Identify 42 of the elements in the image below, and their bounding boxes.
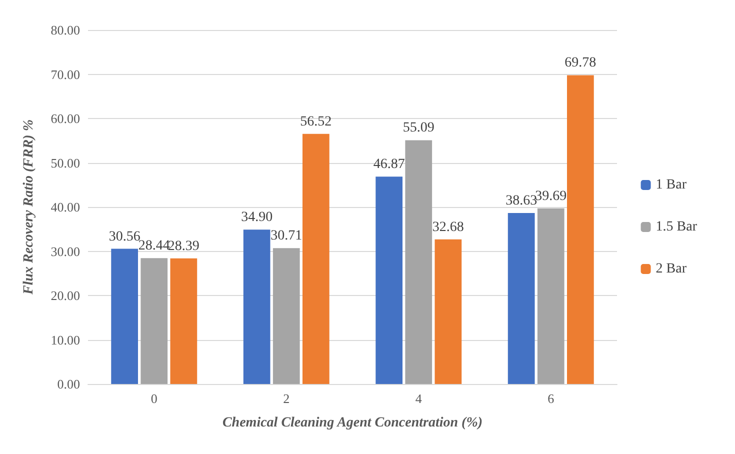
- y-tick-label: 80.00: [50, 22, 80, 38]
- y-tick-label: 70.00: [50, 66, 80, 82]
- data-label: 28.44: [138, 238, 170, 254]
- data-label: 46.87: [373, 157, 405, 172]
- bar: [508, 213, 535, 384]
- y-tick-label: 50.00: [50, 155, 80, 170]
- x-tick-label: 4: [415, 391, 422, 406]
- legend-label: 1 Bar: [656, 178, 687, 192]
- bar: [376, 176, 403, 384]
- bar: [566, 75, 594, 384]
- y-tick-label: 20.00: [50, 288, 80, 303]
- bar: [537, 208, 564, 384]
- y-axis-title: Flux Recovery Ratio (FRR) %: [22, 120, 36, 296]
- y-tick-label: 0.00: [57, 376, 80, 392]
- data-label: 32.68: [432, 220, 464, 235]
- bar: [111, 248, 138, 384]
- legend-label: 2 Bar: [656, 262, 687, 276]
- data-label: 28.39: [168, 238, 200, 254]
- legend-label: 1.5 Bar: [656, 220, 698, 234]
- x-tick-label: 2: [283, 391, 290, 406]
- data-label: 30.71: [270, 228, 302, 244]
- x-tick-label: 6: [548, 391, 555, 406]
- bar: [405, 140, 432, 384]
- bar: [272, 248, 300, 384]
- y-tick-label: 30.00: [50, 244, 80, 259]
- y-tick-label: 40.00: [50, 200, 80, 214]
- bar: [170, 258, 198, 384]
- data-label: 39.69: [535, 188, 567, 204]
- bar: [302, 134, 330, 384]
- y-tick-label: 10.00: [50, 332, 80, 348]
- data-label: 55.09: [402, 120, 434, 136]
- bar: [140, 258, 168, 384]
- bar: [243, 230, 270, 384]
- bar: [434, 239, 462, 384]
- data-label: 30.56: [108, 229, 140, 244]
- data-label: 69.78: [564, 56, 596, 71]
- data-label: 56.52: [300, 114, 332, 130]
- x-axis-title: Chemical Cleaning Agent Concentration (%): [222, 416, 483, 430]
- data-label: 38.63: [506, 194, 538, 209]
- y-tick-label: 60.00: [50, 111, 80, 126]
- data-label: 34.90: [241, 210, 273, 226]
- x-tick-label: 0: [150, 391, 158, 406]
